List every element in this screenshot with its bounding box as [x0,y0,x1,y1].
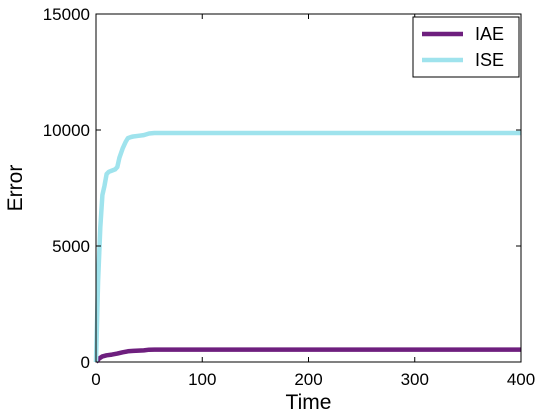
x-tick-label: 400 [507,370,535,389]
x-tick-label: 200 [294,370,322,389]
y-tick-label: 0 [81,353,90,372]
x-tick-label: 300 [401,370,429,389]
x-tick-label: 0 [91,370,100,389]
x-axis-label: Time [286,391,332,414]
series-line-iae [94,347,521,364]
y-tick-label: 10000 [43,121,90,140]
y-tick-label: 15000 [43,5,90,24]
y-tick-label: 5000 [52,237,90,256]
legend: IAE ISE [412,16,520,78]
series-line-ise [93,130,521,363]
legend-box [412,16,520,78]
legend-label-iae: IAE [475,24,504,44]
x-tick-label: 100 [188,370,216,389]
y-axis-label: Error [4,165,27,212]
plot-layer: 0 100 200 300 400 0 5000 10000 15000 Time Error [4,5,535,414]
legend-label-ise: ISE [475,50,504,70]
